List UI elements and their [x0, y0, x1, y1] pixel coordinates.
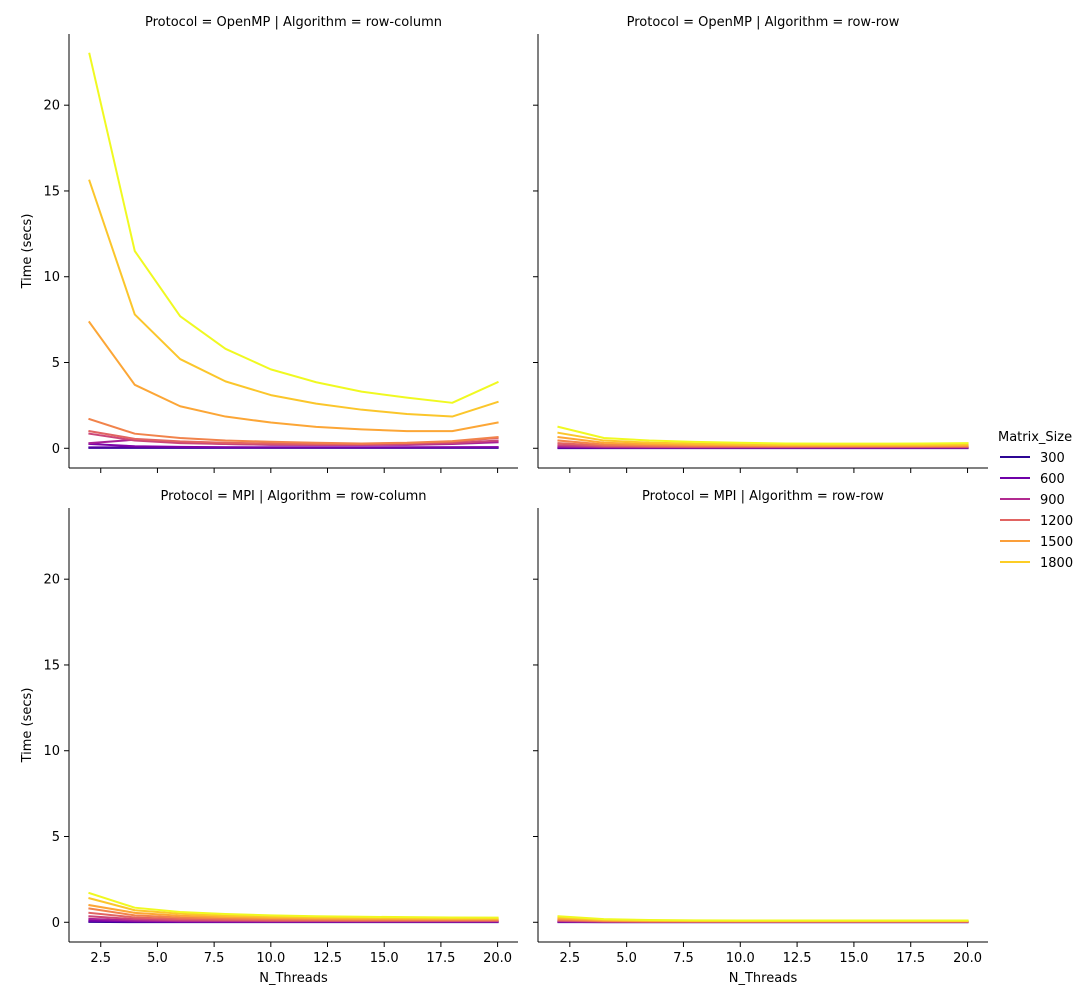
facet-panel-3: Protocol = MPI | Algorithm = row-column 2… [20, 489, 518, 986]
x-axis-label: N_Threads [729, 971, 798, 986]
y-axis-label: Time (secs) [20, 214, 35, 290]
y-tick-label: 10 [43, 270, 60, 285]
y-tick-label: 15 [43, 658, 60, 673]
x-tick-label: 17.5 [896, 951, 925, 966]
facet-panel-2: Protocol = OpenMP | Algorithm = row-row [533, 15, 988, 473]
panel-title: Protocol = MPI | Algorithm = row-column [160, 489, 426, 504]
legend-label: 1200 [1040, 514, 1073, 529]
legend-entry: 600 [1000, 472, 1065, 487]
facet-panel-4: Protocol = MPI | Algorithm = row-row 2.5 5… [533, 489, 988, 986]
legend-label: 600 [1040, 472, 1065, 487]
x-axis-label: N_Threads [259, 971, 328, 986]
legend-entry: 1200 [1000, 514, 1073, 529]
legend-entry: 900 [1000, 493, 1065, 508]
legend-label: 1800 [1040, 556, 1073, 571]
x-tick-label: 15.0 [839, 951, 868, 966]
panel-title: Protocol = MPI | Algorithm = row-row [642, 489, 884, 504]
x-tick-label: 2.5 [90, 951, 111, 966]
y-tick-label: 20 [43, 573, 60, 588]
series-line [89, 54, 497, 403]
series-line [89, 181, 497, 417]
y-tick-label: 5 [52, 830, 60, 845]
y-tick-label: 20 [43, 99, 60, 114]
legend-label: 300 [1040, 451, 1065, 466]
x-tick-label: 10.0 [256, 951, 285, 966]
x-tick-label: 7.5 [673, 951, 694, 966]
x-tick-label: 20.0 [953, 951, 982, 966]
x-tick-label: 7.5 [204, 951, 225, 966]
facet-panel-1: Protocol = OpenMP | Algorithm = row-colu… [20, 15, 518, 473]
x-tick-label: 12.5 [313, 951, 342, 966]
legend-title: Matrix_Size [998, 430, 1072, 445]
x-tick-label: 12.5 [783, 951, 812, 966]
x-tick-label: 2.5 [559, 951, 580, 966]
y-tick-label: 0 [52, 916, 60, 931]
y-tick-label: 0 [52, 442, 60, 457]
series-line [558, 916, 967, 920]
y-tick-label: 15 [43, 184, 60, 199]
y-tick-label: 5 [52, 356, 60, 371]
legend-entry: 1500 [1000, 535, 1073, 550]
x-tick-label: 20.0 [483, 951, 512, 966]
x-tick-label: 5.0 [147, 951, 168, 966]
panel-title: Protocol = OpenMP | Algorithm = row-colu… [145, 15, 442, 30]
x-tick-label: 15.0 [370, 951, 399, 966]
panel-title: Protocol = OpenMP | Algorithm = row-row [627, 15, 900, 30]
y-tick-label: 10 [43, 744, 60, 759]
legend: Matrix_Size 300 600 900 1200 1500 1800 [998, 430, 1073, 571]
x-tick-label: 10.0 [726, 951, 755, 966]
x-tick-label: 5.0 [616, 951, 637, 966]
y-axis-label: Time (secs) [20, 688, 35, 764]
x-tick-label: 17.5 [426, 951, 455, 966]
legend-label: 1500 [1040, 535, 1073, 550]
legend-entry: 1800 [1000, 556, 1073, 571]
legend-label: 900 [1040, 493, 1065, 508]
legend-entry: 300 [1000, 451, 1065, 466]
